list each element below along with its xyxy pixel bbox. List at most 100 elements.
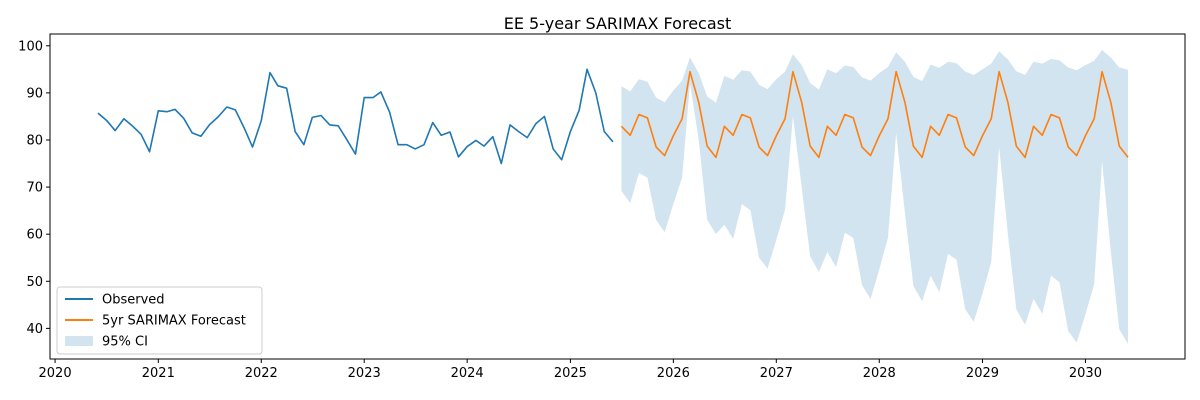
forecast-point — [664, 155, 666, 157]
observed-point — [509, 124, 511, 126]
forecast-point — [732, 134, 734, 136]
observed-point — [329, 124, 331, 126]
forecast-point — [964, 146, 966, 148]
forecast-point — [844, 114, 846, 116]
observed-line — [97, 68, 614, 165]
observed-point — [286, 87, 288, 89]
observed-point — [123, 118, 125, 120]
forecast-point — [1007, 101, 1009, 103]
x-tick-label: 2020 — [39, 366, 72, 381]
forecast-point — [1033, 125, 1035, 127]
forecast-point — [921, 156, 923, 158]
forecast-point — [818, 156, 820, 158]
forecast-point — [1067, 146, 1069, 148]
observed-point — [561, 159, 563, 161]
observed-point — [311, 116, 313, 118]
plot-frame — [49, 33, 1186, 360]
forecast-point — [758, 146, 760, 148]
observed-point — [320, 114, 322, 116]
legend-ci-swatch — [65, 336, 93, 346]
forecast-point — [620, 125, 622, 127]
y-tick-label: 80 — [26, 133, 43, 148]
forecast-point — [801, 101, 803, 103]
observed-point — [269, 72, 271, 74]
observed-point — [294, 131, 296, 133]
forecast-point — [956, 117, 958, 119]
y-tick-label: 70 — [26, 181, 43, 196]
forecast-point — [1127, 156, 1129, 158]
x-tick-label: 2022 — [245, 366, 278, 381]
observed-point — [105, 119, 107, 121]
forecast-point — [749, 117, 751, 119]
observed-point — [552, 148, 554, 150]
y-axis-ticks: 40 50 60 70 80 90 100 — [18, 39, 50, 337]
observed-point — [131, 125, 133, 127]
forecast-point — [1041, 134, 1043, 136]
forecast-point — [1015, 145, 1017, 147]
x-axis-ticks: 2020 2021 2022 2023 2024 2025 2026 2027 2028 2029… — [39, 359, 1102, 381]
observed-point — [166, 111, 168, 113]
forecast-point — [629, 134, 631, 136]
forecast-point — [998, 71, 1000, 73]
forecast-point — [741, 114, 743, 116]
x-tick-label: 2029 — [966, 366, 999, 381]
observed-point — [483, 145, 485, 147]
forecast-point — [1110, 101, 1112, 103]
observed-point — [277, 85, 279, 87]
observed-point — [260, 120, 262, 122]
forecast-point — [870, 155, 872, 157]
forecast-point — [861, 146, 863, 148]
legend-observed-label: Observed — [102, 293, 165, 308]
forecast-point — [912, 145, 914, 147]
observed-point — [423, 144, 425, 146]
observed-point — [526, 137, 528, 139]
forecast-point — [895, 71, 897, 73]
observed-point — [466, 146, 468, 148]
observed-point — [174, 108, 176, 110]
forecast-point — [638, 114, 640, 116]
observed-point — [149, 151, 151, 153]
forecast-point — [689, 71, 691, 73]
x-tick-label: 2024 — [451, 366, 484, 381]
x-tick-label: 2028 — [863, 366, 896, 381]
observed-point — [612, 141, 614, 143]
legend-forecast-label: 5yr SARIMAX Forecast — [102, 314, 246, 329]
observed-point — [380, 91, 382, 93]
observed-point — [372, 97, 374, 99]
legend-ci-label: 95% CI — [102, 335, 148, 350]
observed-point — [440, 134, 442, 136]
forecast-point — [878, 135, 880, 137]
forecast-point — [767, 155, 769, 157]
forecast-point — [775, 135, 777, 137]
observed-point — [337, 125, 339, 127]
forecast-point — [784, 118, 786, 120]
chart-title: EE 5-year SARIMAX Forecast — [504, 14, 732, 33]
forecast-point — [1101, 71, 1103, 73]
observed-point — [535, 122, 537, 124]
forecast-point — [973, 155, 975, 157]
observed-point — [595, 92, 597, 94]
forecast-point — [655, 146, 657, 148]
forecast-point — [672, 135, 674, 137]
forecast-point — [646, 117, 648, 119]
forecast-point — [1076, 155, 1078, 157]
legend-box — [56, 286, 263, 355]
forecast-point — [947, 114, 949, 116]
x-tick-label: 2026 — [657, 366, 690, 381]
observed-point — [492, 136, 494, 138]
forecast-point — [930, 125, 932, 127]
observed-point — [243, 127, 245, 129]
observed-point — [518, 131, 520, 133]
observed-point — [432, 122, 434, 124]
forecast-point — [826, 125, 828, 127]
confidence-band — [621, 50, 1129, 344]
forecast-point — [1024, 156, 1026, 158]
observed-point — [457, 156, 459, 158]
forecast-point — [852, 117, 854, 119]
observed-point — [406, 144, 408, 146]
forecast-point — [835, 134, 837, 136]
forecast-point — [904, 101, 906, 103]
x-tick-label: 2030 — [1069, 366, 1102, 381]
